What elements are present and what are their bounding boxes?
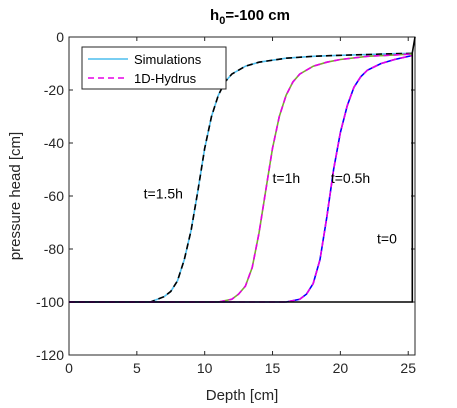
x-tick-label: 25: [400, 360, 416, 376]
y-tick-label: -20: [44, 82, 64, 98]
x-axis-label: Depth [cm]: [206, 387, 279, 404]
series-line-sim-3: [69, 36, 416, 303]
curve-annotations: t=1.5h t=1h t=0.5h t=0: [144, 170, 397, 247]
x-tick-label: 15: [265, 360, 281, 376]
axis-ticks: 0 5 10 15 20 25 0 -20 -40 -60 -80 -100 -120: [36, 29, 416, 376]
annotation-label: t=0.5h: [331, 170, 370, 186]
legend: Simulations 1D-Hydrus: [81, 46, 227, 90]
y-tick-label: -80: [44, 241, 64, 257]
series-line-hydrus-2: [69, 54, 413, 303]
chart-title-rest: =-100 cm: [225, 7, 290, 24]
y-tick-label: 0: [56, 29, 64, 45]
x-tick-label: 5: [133, 360, 141, 376]
y-tick-label: -100: [36, 294, 64, 310]
y-axis-label: pressure head [cm]: [7, 132, 24, 260]
x-tick-label: 20: [333, 360, 349, 376]
y-tick-label: -120: [36, 347, 64, 363]
chart-title-main: h: [210, 7, 219, 24]
annotation-label: t=0: [377, 231, 397, 247]
chart-title-subscript: 0: [219, 15, 225, 27]
series-line-hydrus-1: [69, 53, 413, 303]
annotation-label: t=1.5h: [144, 186, 183, 202]
legend-label-simulations: Simulations: [134, 52, 202, 67]
series-line-hydrus-0: [69, 52, 413, 303]
x-tick-label: 10: [197, 360, 213, 376]
annotation-label: t=1h: [273, 170, 301, 186]
legend-label-hydrus: 1D-Hydrus: [134, 71, 197, 86]
legend-box: [81, 46, 227, 90]
x-tick-label: 0: [65, 360, 73, 376]
y-tick-label: -40: [44, 135, 64, 151]
chart-title: h0=-100 cm: [210, 7, 290, 27]
data-series: [69, 36, 416, 303]
y-tick-label: -60: [44, 188, 64, 204]
